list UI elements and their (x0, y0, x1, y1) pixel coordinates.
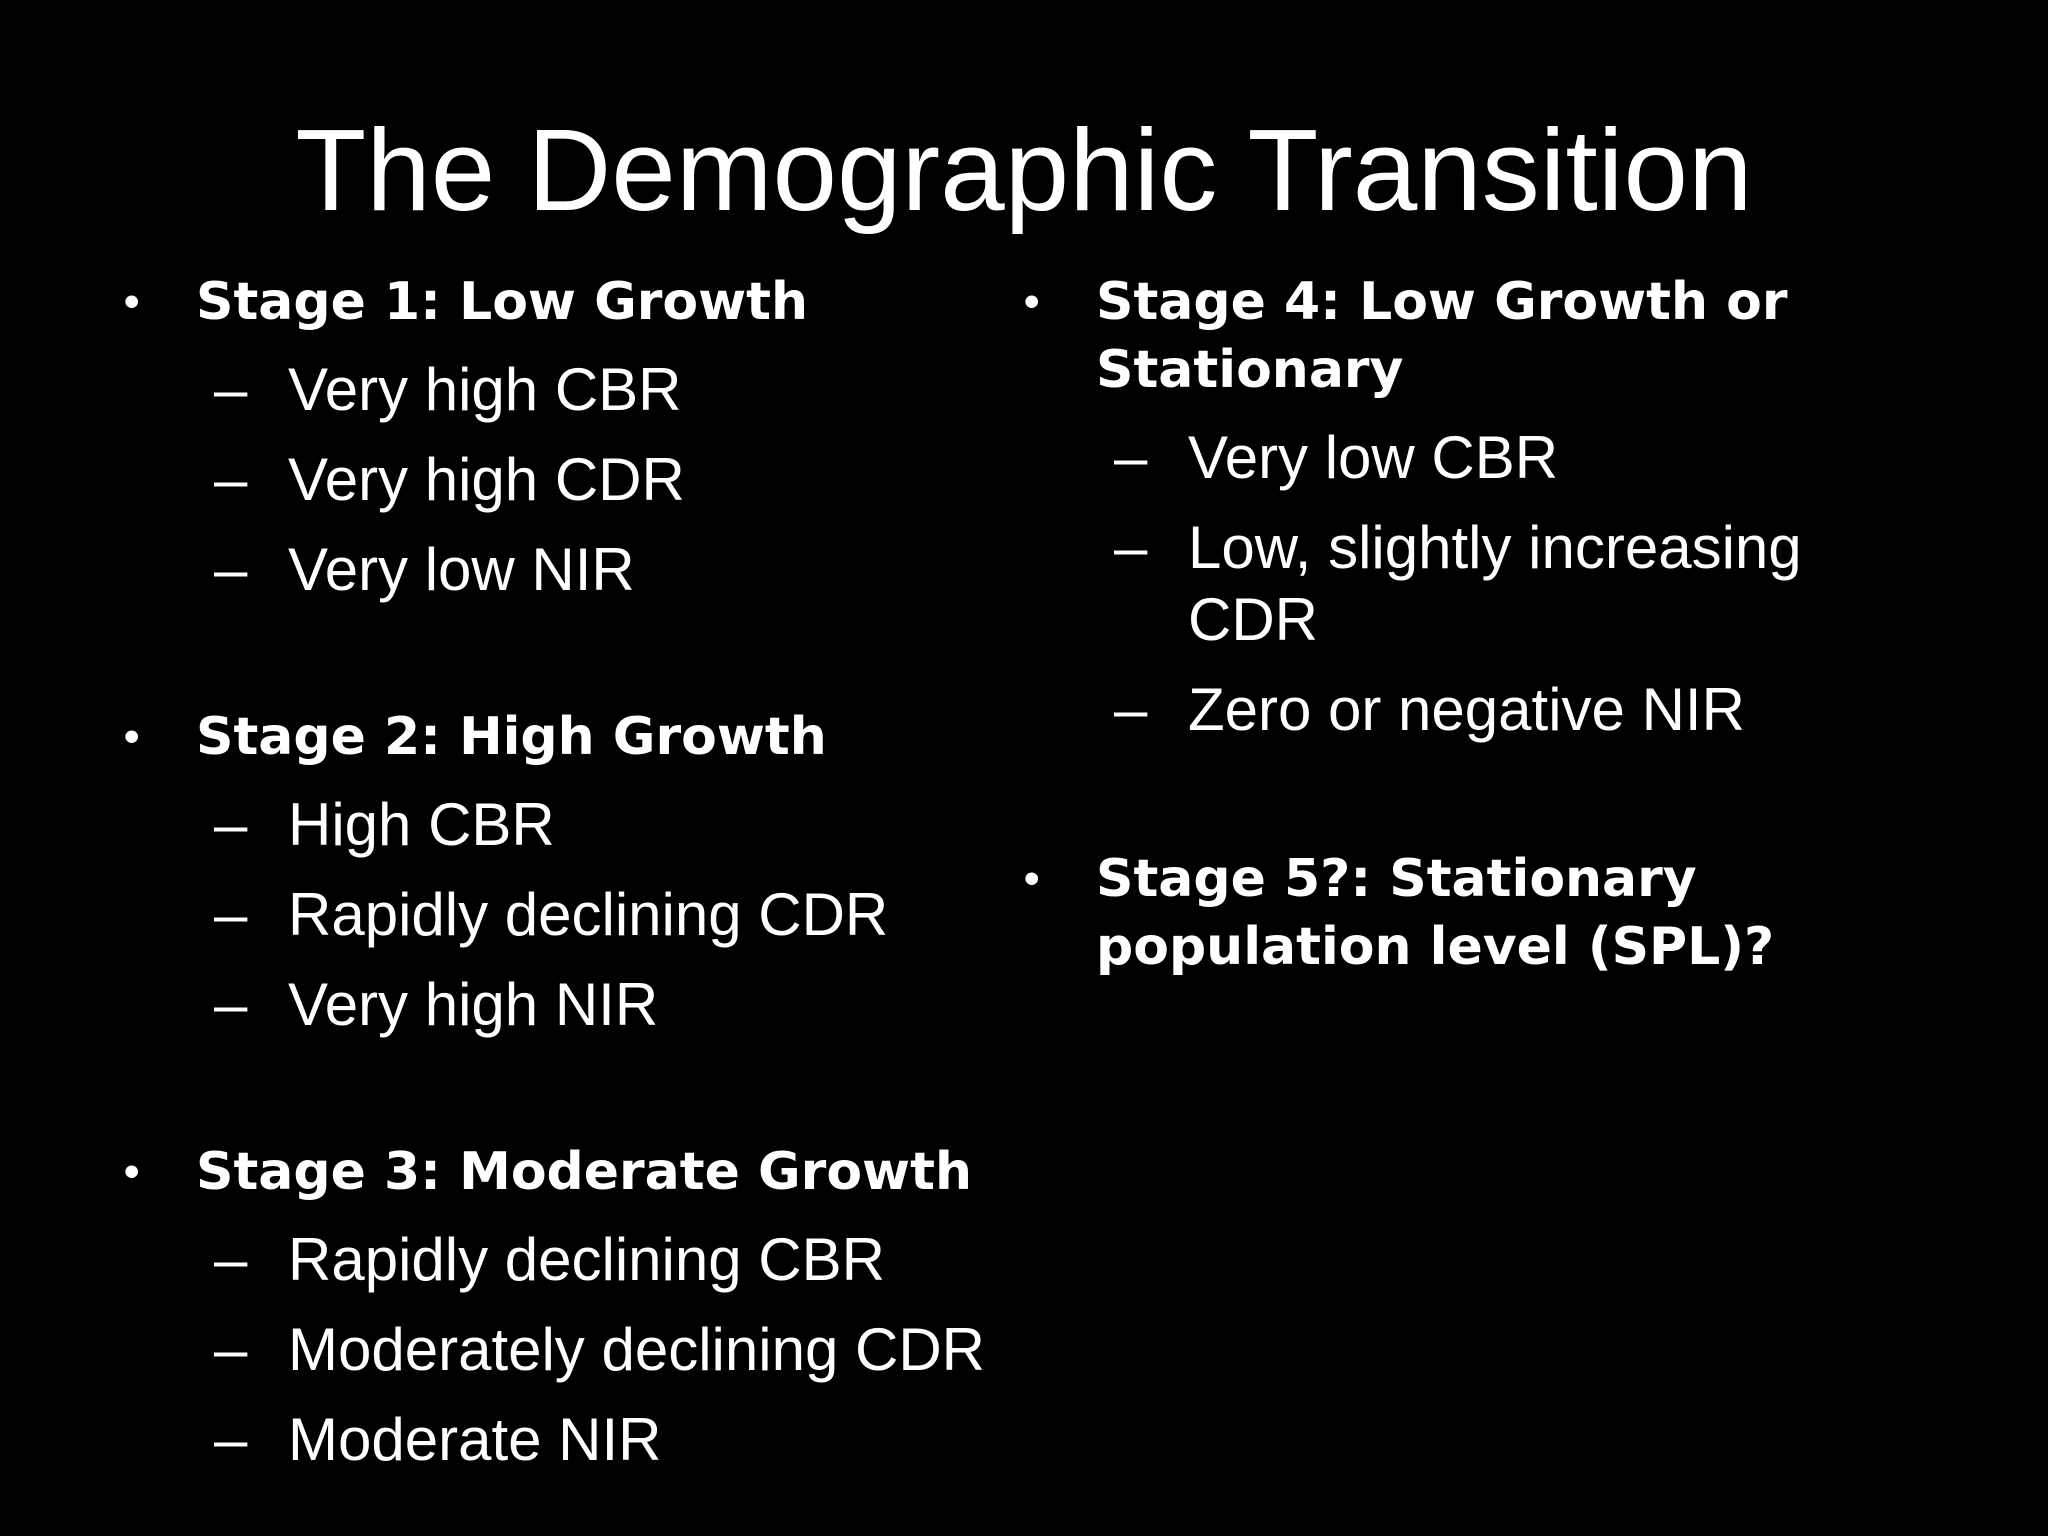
list-item: – Moderately declining CDR (124, 1314, 1024, 1386)
dash-icon: – (214, 446, 248, 513)
stage-1-items: – Very high CBR – Very high CDR – Very l… (124, 354, 1004, 606)
list-item: – Very low NIR (124, 534, 1004, 606)
stage-1-heading-row: • Stage 1: Low Growth (124, 268, 1004, 336)
item-text: Very low CBR (1188, 424, 1559, 491)
stage-3-heading-row: • Stage 3: Moderate Growth (124, 1138, 1024, 1206)
item-text: Rapidly declining CBR (288, 1226, 885, 1293)
dash-icon: – (214, 971, 248, 1038)
dash-icon: – (214, 791, 248, 858)
item-text: Rapidly declining CDR (288, 881, 889, 948)
stage-5-section: • Stage 5?: Stationary population level … (1024, 845, 1884, 981)
stage-5-heading-row: • Stage 5?: Stationary population level … (1024, 845, 1856, 981)
item-text: Low, slightly increasing CDR (1188, 514, 1802, 653)
bullet-icon: • (1024, 854, 1040, 903)
stage-1-section: • Stage 1: Low Growth – Very high CBR – … (124, 268, 1004, 606)
dash-icon: – (214, 1226, 248, 1293)
item-text: High CBR (288, 791, 555, 858)
list-item: – Low, slightly increasing CDR (1024, 512, 1908, 656)
dash-icon: – (1114, 514, 1148, 581)
stage-5-heading: Stage 5?: Stationary population level (S… (1096, 849, 1775, 977)
stage-2-heading-row: • Stage 2: High Growth (124, 703, 1004, 771)
stage-4-items: – Very low CBR – Low, slightly increasin… (1024, 422, 1884, 746)
stage-2-items: – High CBR – Rapidly declining CDR – Ver… (124, 789, 1004, 1041)
dash-icon: – (214, 881, 248, 948)
stage-3-items: – Rapidly declining CBR – Moderately dec… (124, 1224, 1024, 1476)
stage-1-heading: Stage 1: Low Growth (196, 272, 809, 332)
item-text: Very high CDR (288, 446, 685, 513)
item-text: Very high NIR (288, 971, 659, 1038)
dash-icon: – (214, 1316, 248, 1383)
list-item: – Rapidly declining CDR (124, 879, 1004, 951)
list-item: – Zero or negative NIR (1024, 674, 1908, 746)
list-item: – Rapidly declining CBR (124, 1224, 1024, 1296)
list-item: – Very high CDR (124, 444, 1004, 516)
stage-4-heading: Stage 4: Low Growth or Stationary (1096, 272, 1788, 400)
dash-icon: – (214, 1406, 248, 1473)
stage-4-heading-row: • Stage 4: Low Growth or Stationary (1024, 268, 1856, 404)
list-item: – Very high CBR (124, 354, 1004, 426)
bullet-icon: • (124, 277, 140, 326)
stage-4-section: • Stage 4: Low Growth or Stationary – Ve… (1024, 268, 1884, 746)
stage-3-heading: Stage 3: Moderate Growth (196, 1142, 972, 1202)
list-item: – Moderate NIR (124, 1404, 1024, 1476)
item-text: Moderately declining CDR (288, 1316, 985, 1383)
slide-title: The Demographic Transition (295, 105, 1753, 235)
bullet-icon: • (1024, 277, 1040, 326)
bullet-icon: • (124, 1147, 140, 1196)
bullet-icon: • (124, 712, 140, 761)
stage-3-section: • Stage 3: Moderate Growth – Rapidly dec… (124, 1138, 1024, 1476)
item-text: Moderate NIR (288, 1406, 662, 1473)
stage-2-section: • Stage 2: High Growth – High CBR – Rapi… (124, 703, 1004, 1041)
list-item: – Very high NIR (124, 969, 1004, 1041)
dash-icon: – (1114, 424, 1148, 491)
stage-2-heading: Stage 2: High Growth (196, 707, 827, 767)
dash-icon: – (214, 356, 248, 423)
dash-icon: – (1114, 676, 1148, 743)
item-text: Very high CBR (288, 356, 682, 423)
list-item: – High CBR (124, 789, 1004, 861)
item-text: Zero or negative NIR (1188, 676, 1745, 743)
list-item: – Very low CBR (1024, 422, 1908, 494)
item-text: Very low NIR (288, 536, 635, 603)
dash-icon: – (214, 536, 248, 603)
